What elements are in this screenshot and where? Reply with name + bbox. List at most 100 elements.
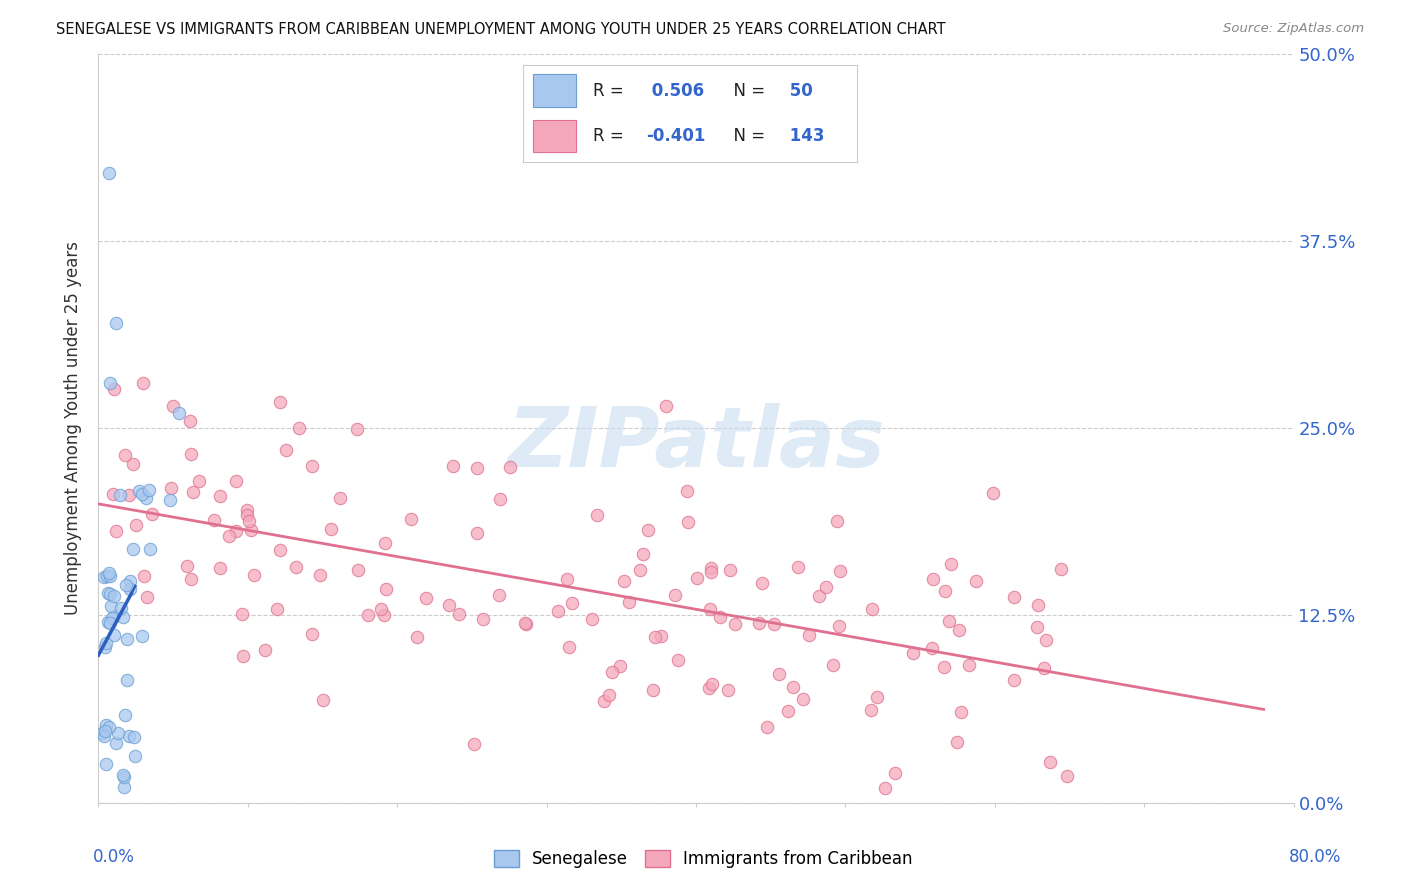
Point — [873, 780, 896, 795]
Point — [593, 694, 616, 708]
Point — [105, 736, 128, 750]
Point — [105, 316, 128, 330]
Point — [103, 608, 125, 623]
Point — [162, 399, 184, 413]
Point — [347, 563, 370, 577]
Legend: Senegalese, Immigrants from Caribbean: Senegalese, Immigrants from Caribbean — [486, 843, 920, 875]
Point — [100, 599, 122, 614]
Point — [827, 514, 849, 528]
Point — [884, 765, 907, 780]
Point — [128, 484, 150, 499]
Point — [613, 574, 636, 588]
Point — [269, 395, 291, 409]
Point — [370, 601, 392, 615]
Point — [950, 705, 973, 719]
Point — [121, 457, 143, 471]
Point — [136, 591, 159, 605]
Point — [114, 578, 136, 592]
Point — [814, 580, 837, 594]
Point — [103, 382, 125, 396]
Point — [828, 619, 851, 633]
Point — [93, 729, 115, 743]
Point — [1056, 769, 1078, 783]
Point — [374, 536, 396, 550]
Point — [664, 588, 686, 602]
Point — [321, 522, 343, 536]
Point — [1039, 756, 1062, 770]
Point — [581, 612, 603, 626]
Point — [631, 548, 654, 562]
Point — [768, 666, 790, 681]
Point — [751, 575, 773, 590]
Point — [644, 631, 666, 645]
Point — [141, 508, 163, 522]
Text: ZIPatlas: ZIPatlas — [508, 402, 884, 483]
Point — [98, 569, 121, 583]
Point — [600, 665, 623, 679]
Point — [699, 561, 721, 575]
Point — [231, 607, 253, 621]
Point — [111, 610, 134, 624]
Point — [922, 572, 945, 586]
Point — [946, 735, 969, 749]
Point — [465, 526, 488, 541]
Point — [225, 475, 247, 489]
Point — [700, 565, 723, 579]
Point — [965, 574, 987, 588]
Point — [107, 726, 129, 740]
Point — [103, 589, 125, 603]
Point — [718, 563, 741, 577]
Point — [778, 704, 800, 718]
Point — [139, 541, 162, 556]
Point — [862, 602, 884, 616]
Point — [284, 560, 307, 574]
Point — [748, 616, 770, 631]
Point — [98, 376, 122, 391]
Point — [110, 601, 132, 615]
Point — [232, 648, 254, 663]
Point — [717, 682, 740, 697]
Point — [105, 524, 128, 538]
Point — [357, 608, 380, 623]
Point — [183, 484, 205, 499]
Point — [515, 617, 537, 632]
Point — [676, 484, 699, 499]
Point — [94, 756, 117, 771]
Point — [375, 582, 398, 596]
Point — [132, 376, 155, 391]
Point — [628, 563, 651, 577]
Point — [131, 629, 153, 643]
Text: Source: ZipAtlas.com: Source: ZipAtlas.com — [1223, 22, 1364, 36]
Point — [312, 693, 335, 707]
Point — [655, 399, 678, 413]
Text: 80.0%: 80.0% — [1289, 847, 1341, 866]
Point — [948, 623, 970, 637]
Point — [901, 646, 924, 660]
Point — [586, 508, 609, 523]
Point — [637, 523, 659, 537]
Point — [329, 491, 352, 505]
Point — [792, 692, 814, 706]
Point — [243, 568, 266, 582]
Point — [235, 508, 257, 522]
Point — [96, 636, 118, 650]
Point — [786, 560, 808, 574]
Point — [132, 569, 155, 583]
Point — [650, 629, 672, 643]
Point — [266, 602, 288, 616]
Point — [96, 717, 118, 731]
Point — [235, 503, 257, 517]
Point — [1002, 673, 1025, 687]
Point — [98, 566, 121, 581]
Point — [1028, 599, 1050, 613]
Point — [472, 612, 495, 626]
Point — [821, 658, 844, 673]
Point — [405, 630, 427, 644]
Point — [598, 688, 620, 702]
Point — [1032, 661, 1054, 675]
Point — [115, 673, 138, 687]
Point — [225, 524, 247, 538]
Point — [169, 406, 191, 420]
Point — [112, 770, 135, 784]
Point — [828, 564, 851, 578]
